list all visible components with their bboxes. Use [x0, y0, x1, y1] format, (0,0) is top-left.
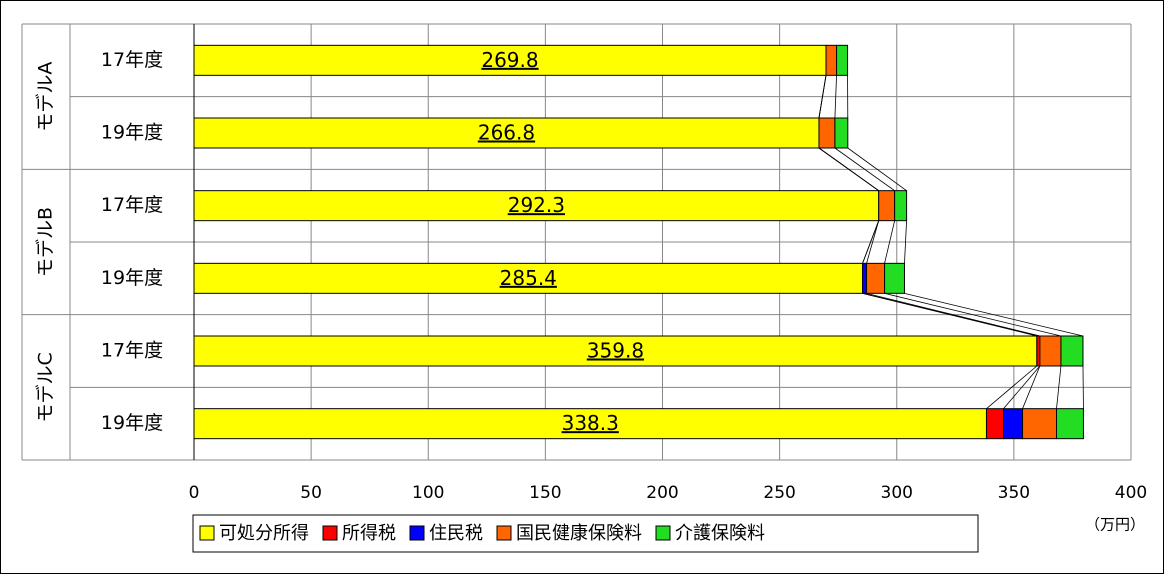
x-tick-label: 300 [881, 483, 913, 503]
bar-segment [1003, 408, 1024, 440]
connector [834, 75, 837, 119]
bar-segment [193, 408, 987, 440]
legend-label: 介護保険料 [675, 523, 765, 544]
bar-segment [193, 262, 864, 294]
value-label: 266.8 [478, 121, 535, 145]
legend-label: 住民税 [429, 523, 483, 544]
category-label: 19年度 [101, 412, 163, 434]
group-label: モデルA [35, 62, 57, 132]
legend-swatch [322, 525, 338, 541]
connector [834, 147, 895, 191]
bar-segment [1060, 335, 1084, 367]
connector [884, 220, 896, 264]
connector [818, 147, 879, 191]
x-tick-label: 350 [998, 483, 1030, 503]
bar-segment [878, 190, 896, 222]
legend-swatch [199, 525, 215, 541]
bar-segment [985, 408, 1005, 440]
value-label: 292.3 [508, 193, 565, 217]
x-tick-label: 50 [300, 483, 322, 503]
connector [866, 220, 880, 264]
bar-segment [836, 44, 849, 76]
legend-label: 所得税 [342, 523, 396, 544]
value-label: 269.8 [481, 48, 538, 72]
connector [866, 292, 1040, 337]
category-label: 19年度 [101, 267, 163, 289]
category-label: 17年度 [101, 340, 163, 362]
legend-label: 可処分所得 [219, 523, 309, 544]
group-label: モデルB [35, 207, 57, 277]
bar-segment [193, 117, 820, 149]
connector [986, 365, 1038, 409]
connector [862, 220, 880, 264]
x-tick-label: 0 [189, 483, 200, 503]
bar-segment [193, 44, 827, 76]
x-tick-label: 200 [646, 483, 678, 503]
bar-segment [825, 44, 838, 76]
x-tick-label: 150 [529, 483, 561, 503]
value-label: 285.4 [500, 266, 557, 290]
bar-segment [834, 117, 849, 149]
x-unit: （万円） [1085, 516, 1145, 534]
bar-segment [862, 262, 868, 294]
legend-swatch [655, 525, 671, 541]
legend-swatch [496, 525, 512, 541]
connector [818, 75, 827, 119]
connector [904, 292, 1084, 337]
bar-segment [193, 335, 1038, 367]
x-tick-label: 100 [412, 483, 444, 503]
connector [1056, 365, 1062, 409]
connector [904, 220, 907, 264]
value-label: 359.8 [587, 339, 644, 363]
bar-segment [894, 190, 908, 222]
x-tick-label: 250 [763, 483, 795, 503]
legend: 可処分所得 所得税 住民税 国民健康保険料 介護保険料 [192, 514, 979, 553]
group-label: モデルC [35, 352, 57, 422]
bar-segment [193, 190, 880, 222]
connector [847, 147, 907, 191]
bar-segment [1056, 408, 1084, 440]
category-label: 17年度 [101, 49, 163, 71]
connector [884, 292, 1062, 337]
x-tick-label: 400 [1115, 483, 1147, 503]
bar-segment [866, 262, 886, 294]
legend-label: 国民健康保険料 [516, 523, 642, 544]
category-label: 19年度 [101, 122, 163, 144]
bar-segment [884, 262, 905, 294]
bar-segment [1039, 335, 1062, 367]
bar-segment [818, 117, 836, 149]
category-label: 17年度 [101, 194, 163, 216]
value-label: 338.3 [562, 411, 619, 435]
bar-segment [1022, 408, 1058, 440]
legend-swatch [409, 525, 425, 541]
connector [1003, 365, 1041, 409]
connector [1022, 365, 1041, 409]
